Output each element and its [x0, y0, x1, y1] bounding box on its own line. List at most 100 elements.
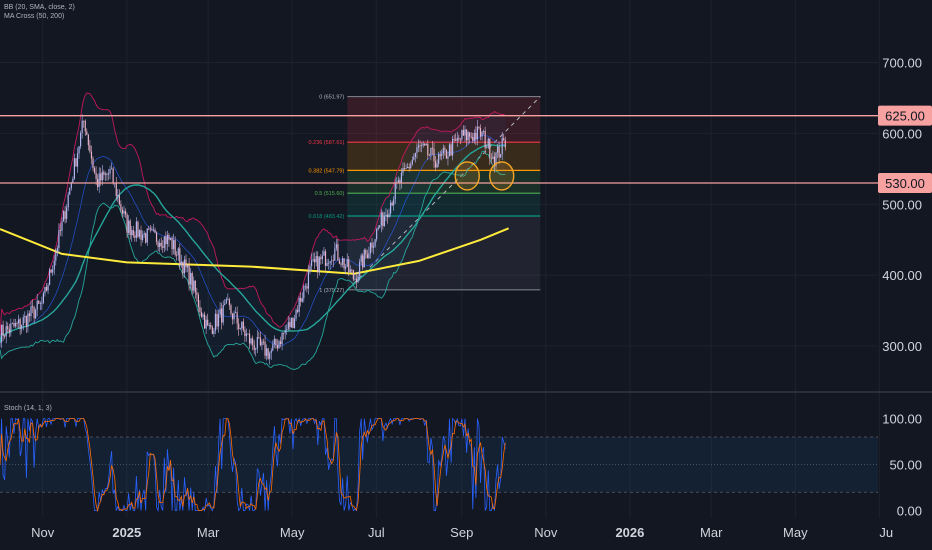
candle-body: [279, 341, 282, 345]
candle-body: [52, 269, 54, 273]
fib-level-label: 0 (651.97): [319, 95, 344, 101]
candle-body: [382, 212, 384, 226]
candle-body: [173, 240, 175, 250]
candle-body: [286, 328, 288, 331]
candle-body: [78, 146, 80, 154]
candle-body: [72, 178, 74, 183]
candle-body: [405, 168, 407, 169]
candle-body: [160, 242, 162, 247]
candle-body: [235, 312, 237, 314]
candle-body: [176, 254, 178, 256]
candle-body: [421, 145, 423, 147]
candle-body: [448, 144, 451, 157]
candle-body: [431, 147, 434, 149]
candle-body: [345, 266, 347, 269]
candle-body: [383, 216, 385, 226]
candle-body: [256, 337, 258, 349]
candle-body: [414, 152, 416, 158]
candle-body: [27, 313, 29, 327]
candle-body: [104, 173, 106, 175]
candle-body: [314, 259, 316, 263]
key-level-tag: [878, 105, 932, 126]
candle-body: [334, 248, 336, 261]
candle-body: [490, 158, 492, 160]
candle-body: [411, 159, 413, 165]
ma50-line: [0, 144, 506, 343]
candle-body: [492, 156, 494, 159]
candle-body: [152, 229, 155, 231]
candle-body: [272, 344, 274, 351]
candle-body: [193, 280, 195, 291]
candle-body: [399, 180, 401, 184]
candle-body: [444, 148, 446, 150]
candle-body: [422, 143, 424, 146]
candle-body: [428, 155, 430, 156]
candle-body: [380, 212, 382, 226]
candle-body: [386, 214, 389, 218]
candle-body: [247, 333, 249, 335]
candle-body: [306, 286, 308, 289]
candle-body: [261, 341, 263, 346]
ma-cross-indicator-label[interactable]: MA Cross (50, 200): [4, 13, 65, 20]
stoch-indicator-label[interactable]: Stoch (14, 1, 3): [4, 405, 52, 412]
candle-body: [186, 264, 189, 268]
candle-body: [483, 131, 485, 132]
candle-body: [238, 323, 240, 329]
candle-body: [49, 269, 51, 286]
bb-lower-band: [0, 150, 506, 371]
candle-body: [38, 300, 40, 304]
candle-body: [200, 312, 203, 317]
price-y-tick-label: 500.00: [882, 197, 922, 212]
candle-body: [332, 260, 334, 262]
bb-fill: [0, 93, 506, 370]
candle-body: [438, 154, 440, 164]
fib-level-label: 0.382 (547.79): [309, 168, 345, 174]
candle-body: [138, 230, 141, 237]
bb-indicator-label[interactable]: BB (20, SMA, close, 2): [4, 4, 75, 11]
candle-body: [188, 264, 190, 285]
candle-body: [109, 169, 111, 174]
candle-body: [425, 143, 427, 146]
candle-body: [183, 259, 186, 274]
candle-body: [470, 136, 472, 138]
candle-body: [117, 194, 119, 197]
candle-body: [210, 325, 212, 328]
candle-body: [447, 156, 449, 159]
candle-body: [168, 234, 170, 240]
price-y-tick-label: 700.00: [882, 56, 922, 71]
ma200-line: [0, 227, 509, 275]
x-tick-label: Sep: [450, 525, 473, 540]
price-y-tick-label: 300.00: [882, 339, 922, 354]
candle-body: [118, 194, 120, 205]
candle-body: [107, 173, 110, 175]
candle-body: [493, 156, 496, 167]
candle-body: [300, 297, 302, 302]
candle-body: [92, 158, 94, 169]
x-tick-label: Mar: [700, 525, 723, 540]
candle-body: [487, 138, 489, 148]
candle-body: [456, 137, 458, 141]
candle-body: [365, 249, 367, 255]
x-tick-label: 2025: [112, 525, 141, 540]
candle-body: [84, 120, 86, 132]
candle-body: [146, 228, 148, 243]
candle-body: [433, 148, 435, 162]
candle-body: [312, 259, 314, 261]
candle-body: [217, 314, 220, 327]
candle-body: [236, 312, 238, 324]
candle-body: [5, 326, 7, 337]
candle-body: [341, 258, 344, 265]
candle-body: [155, 232, 158, 242]
candle-body: [489, 138, 491, 159]
candle-body: [324, 251, 327, 266]
candle-body: [58, 230, 60, 249]
candle-body: [434, 161, 437, 168]
fib-trend-line: [346, 96, 541, 291]
candle-body: [169, 238, 172, 240]
candle-body: [214, 313, 217, 331]
candle-body: [100, 173, 102, 181]
key-level-tag-label: 530.00: [885, 176, 925, 191]
candle-body: [211, 327, 213, 334]
candle-body: [289, 322, 291, 328]
